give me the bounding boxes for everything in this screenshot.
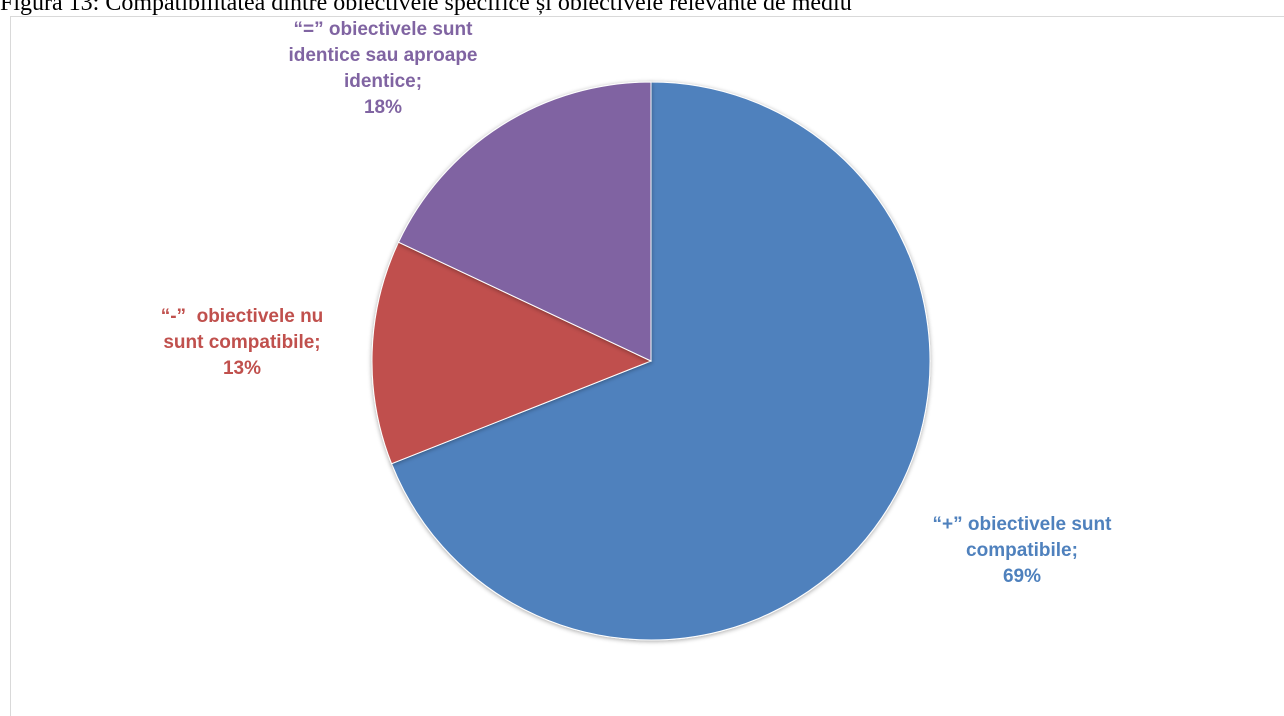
slice-label-line: identice; bbox=[344, 71, 422, 92]
slice-label-line: “+” obiectivele sunt bbox=[933, 514, 1113, 535]
slice-percent-label: 13% bbox=[223, 358, 261, 379]
slice-label: “-” obiectivele nu sunt compatibile; 13% bbox=[161, 306, 324, 379]
slice-percent-label: 69% bbox=[1003, 566, 1041, 587]
slice-label-line: “=” obiectivele sunt bbox=[294, 19, 474, 40]
pie-slice-69-percent bbox=[390, 81, 931, 641]
slice-label-line: identice sau aproape bbox=[288, 45, 477, 66]
pie-labels: “+” obiectivele sunt compatibile; 69% “-” o… bbox=[161, 19, 1112, 587]
slice-label-line: “-” obiectivele nu bbox=[161, 306, 324, 327]
slice-label-line: sunt compatibile; bbox=[163, 332, 320, 353]
chart-frame bbox=[10, 16, 1284, 716]
slice-label: “=” obiectivele sunt identice sau aproape… bbox=[288, 19, 477, 118]
pie-slice-13-percent bbox=[371, 241, 653, 465]
slice-label: “+” obiectivele sunt compatibile; 69% bbox=[933, 514, 1113, 587]
pie-slice-18-percent bbox=[397, 81, 652, 362]
slice-label-line: compatibile; bbox=[966, 540, 1078, 561]
pie-slices bbox=[371, 81, 931, 641]
slice-percent-label: 18% bbox=[364, 97, 402, 118]
figure-caption: Figura 13: Compatibilitatea dintre obiec… bbox=[0, 0, 852, 16]
